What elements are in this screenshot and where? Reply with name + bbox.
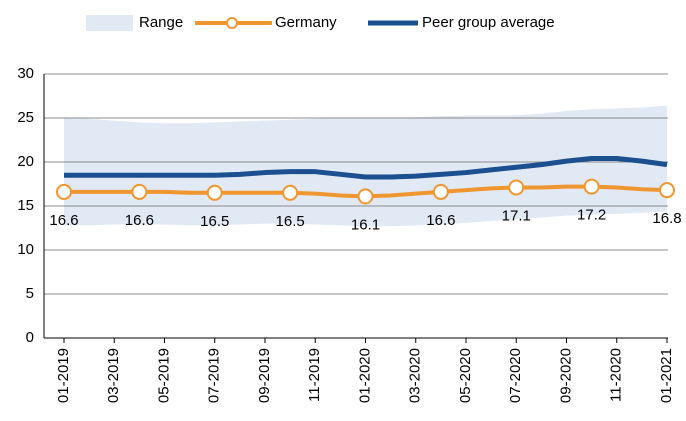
value-label: 17.2 xyxy=(577,207,606,224)
y-tick-label: 10 xyxy=(17,241,34,258)
x-tick-label: 01-2020 xyxy=(356,348,373,403)
value-label: 16.5 xyxy=(200,213,229,230)
value-label: 16.6 xyxy=(49,212,78,229)
marker xyxy=(432,183,449,200)
x-tick-label: 03-2019 xyxy=(105,348,122,403)
x-tick-label: 09-2019 xyxy=(256,348,273,403)
marker xyxy=(508,179,525,196)
series-line xyxy=(64,155,668,180)
value-label: 16.6 xyxy=(426,212,455,229)
x-tick-label: 05-2020 xyxy=(457,348,474,403)
value-label: 16.5 xyxy=(276,213,305,230)
legend-swatch xyxy=(86,15,133,31)
marker xyxy=(131,183,148,200)
marker xyxy=(583,178,600,195)
marker xyxy=(206,184,223,201)
y-tick-label: 30 xyxy=(17,65,34,82)
x-tick-label: 03-2020 xyxy=(407,348,424,403)
value-label: 16.6 xyxy=(125,212,154,229)
marker xyxy=(357,188,374,205)
x-tick-label: 01-2021 xyxy=(658,348,675,403)
x-tick-label: 11-2019 xyxy=(306,348,323,402)
x-tick-label: 05-2019 xyxy=(155,348,172,403)
y-tick-label: 0 xyxy=(26,329,34,346)
x-tick-label: 07-2019 xyxy=(206,348,223,403)
marker xyxy=(282,184,299,201)
marker xyxy=(56,183,72,200)
y-tick-label: 15 xyxy=(17,197,34,214)
value-label: 17.1 xyxy=(502,207,531,224)
x-tick-label: 01-2019 xyxy=(55,348,72,403)
y-tick-label: 20 xyxy=(17,153,34,170)
y-tick-label: 25 xyxy=(17,109,34,126)
value-label: 16.8 xyxy=(652,210,681,227)
legend-label: Peer group average xyxy=(422,14,555,31)
x-tick-label: 11-2020 xyxy=(608,348,625,402)
y-tick-label: 5 xyxy=(26,285,34,302)
x-tick-label: 09-2020 xyxy=(557,348,574,403)
legend-label: Germany xyxy=(275,14,337,31)
legend-label: Range xyxy=(139,14,183,31)
marker xyxy=(659,182,675,199)
value-label: 16.1 xyxy=(351,216,380,233)
legend-swatch xyxy=(226,17,238,29)
x-tick-label: 07-2020 xyxy=(507,348,524,403)
